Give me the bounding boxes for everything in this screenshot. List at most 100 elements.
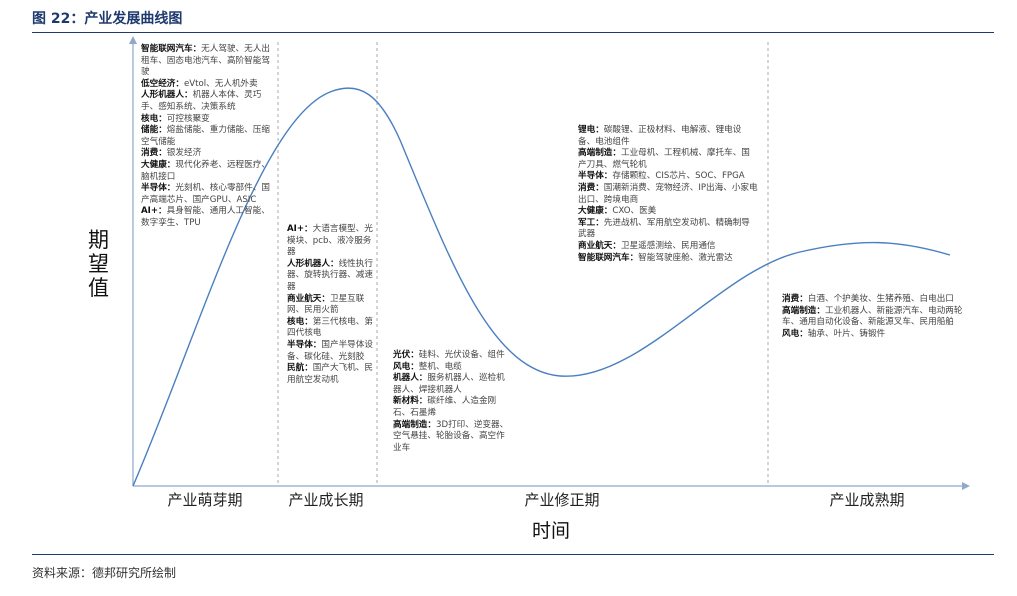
industry-entry: 高端制造：3D打印、逆变器、空气悬挂、轮胎设备、高空作业车 (393, 420, 513, 455)
industry-name: 高端制造： (393, 419, 436, 430)
industry-segments: 工业机器人、新能源汽车、电动两轮车、通用自动化设备、新能源叉车、民用船舶 (782, 305, 963, 328)
industry-entry: 高端制造：工业机器人、新能源汽车、电动两轮车、通用自动化设备、新能源叉车、民用船… (782, 306, 968, 329)
industry-segments: 机器人本体、灵巧手、感知系统、决策系统 (141, 90, 262, 112)
industry-segments: 卫星遥感测绘、民用通信 (620, 240, 716, 251)
industry-entry: 储能：熔盐储能、重力储能、压缩空气储能 (141, 125, 273, 148)
industry-segments: 大语言模型、光模块、pcb、液冷服务器 (287, 224, 373, 258)
industry-name: 消费： (782, 294, 808, 304)
industry-segments: CXO、医美 (612, 206, 657, 217)
industry-name: 核电： (287, 316, 313, 327)
industry-segments: 卫星互联网、民用火箭 (287, 293, 365, 316)
phase-label: 产业萌芽期 (167, 491, 243, 509)
industry-name: 光伏： (393, 350, 419, 360)
development-curve (132, 87, 951, 487)
industry-segments: 熔盐储能、重力储能、压缩空气储能 (141, 125, 270, 147)
text-block-mature: 消费：白酒、个护美妆、生猪养殖、白电出口 高端制造：工业机器人、新能源汽车、电动两… (782, 294, 968, 340)
industry-segments: 第三代核电、第四代核电 (287, 316, 373, 339)
y-axis-label: 期望值 (88, 228, 109, 300)
industry-name: 储能： (141, 125, 167, 136)
industry-name: 锂电： (578, 125, 604, 135)
phase-label: 产业成熟期 (829, 491, 905, 509)
industry-name: 半导体： (287, 339, 322, 350)
industry-segments: 线性执行器、旋转执行器、减速器 (287, 258, 373, 292)
industry-segments: 具身智能、通用人工智能、数字孪生、TPU (141, 206, 270, 228)
industry-segments: 白酒、个护美妆、生猪养殖、白电出口 (807, 294, 954, 304)
industry-name: 消费： (141, 148, 167, 159)
industry-segments: 国产半导体设备、碳化硅、光刻胶 (287, 339, 373, 362)
industry-entry: 新材料：碳纤维、人造金刚石、石墨烯 (393, 396, 513, 419)
industry-entry: 低空经济：eVtol、无人机外卖 (141, 79, 273, 91)
industry-entry: 商业航天：卫星互联网、民用火箭 (287, 294, 373, 317)
industry-entry: 大健康：CXO、医美 (578, 206, 758, 218)
industry-entry: 半导体：存储颗粒、CIS芯片、SOC、FPGA (578, 171, 758, 183)
industry-entry: 消费：白酒、个护美妆、生猪养殖、白电出口 (782, 294, 968, 306)
industry-entry: AI+：大语言模型、光模块、pcb、液冷服务器 (287, 224, 373, 259)
industry-entry: 核电：第三代核电、第四代核电 (287, 317, 373, 340)
source-note: 资料来源：德邦研究所绘制 (32, 566, 177, 580)
industry-name: 核电： (141, 113, 167, 124)
industry-name: 半导体： (141, 183, 176, 194)
industry-entry: 风电：轴承、叶片、铸锻件 (782, 329, 968, 341)
industry-segments: 现代化养老、远程医疗、脑机接口 (141, 159, 270, 182)
phase-label: 产业成长期 (288, 491, 364, 509)
industry-entry: 锂电：碳酸锂、正极材料、电解液、锂电设备、电池组件 (578, 125, 758, 148)
industry-name: 人形机器人： (287, 258, 339, 269)
text-block-correction: 锂电：碳酸锂、正极材料、电解液、锂电设备、电池组件 高端制造：工业母机、工程机械、… (578, 125, 758, 264)
industry-segments: 存储颗粒、CIS芯片、SOC、FPGA (612, 171, 745, 182)
industry-entry: 半导体：国产半导体设备、碳化硅、光刻胶 (287, 340, 373, 363)
top-rule (32, 32, 994, 33)
industry-entry: AI+：具身智能、通用人工智能、数字孪生、TPU (141, 206, 273, 229)
industry-entry: 高端制造：工业母机、工程机械、摩托车、国产刀具、燃气轮机 (578, 148, 758, 171)
industry-entry: 民航：国产大飞机、民用航空发动机 (287, 363, 373, 386)
phase-label: 产业修正期 (524, 491, 600, 509)
industry-segments: 先进战机、军用航空发动机、精确制导武器 (578, 217, 750, 240)
industry-name: 高端制造： (782, 305, 825, 316)
industry-entry: 机器人：服务机器人、巡检机器人、焊接机器人 (393, 373, 513, 396)
industry-name: 风电： (782, 328, 808, 339)
industry-segments: 碳纤维、人造金刚石、石墨烯 (393, 396, 497, 418)
industry-name: 机器人： (393, 373, 428, 384)
industry-segments: 整机、电缆 (418, 361, 462, 372)
industry-name: 大健康： (141, 159, 176, 170)
industry-name: 智能联网汽车： (141, 44, 202, 54)
industry-entry: 军工：先进战机、军用航空发动机、精确制导武器 (578, 218, 758, 241)
industry-name: 半导体： (578, 171, 613, 182)
industry-name: AI+： (141, 206, 167, 217)
industry-name: 高端制造： (578, 148, 621, 159)
industry-segments: 可控核聚变 (166, 113, 210, 124)
industry-name: 大健康： (578, 206, 613, 217)
industry-name: 商业航天： (578, 240, 621, 251)
industry-segments: 3D打印、逆变器、空气悬挂、轮胎设备、高空作业车 (393, 419, 509, 453)
industry-entry: 人形机器人：线性执行器、旋转执行器、减速器 (287, 259, 373, 294)
industry-name: 新材料： (393, 396, 428, 407)
x-axis-label: 时间 (532, 520, 571, 542)
industry-name: 风电： (393, 361, 419, 372)
industry-name: 智能联网汽车： (578, 252, 639, 263)
industry-entry: 光伏：硅料、光伏设备、组件 (393, 350, 513, 362)
industry-name: 人形机器人： (141, 90, 193, 101)
bottom-rule (32, 554, 994, 555)
industry-segments: eVtol、无人机外卖 (183, 78, 258, 89)
industry-entry: 核电：可控核聚变 (141, 114, 273, 126)
industry-segments: 硅料、光伏设备、组件 (418, 350, 505, 360)
x-axis-arrow-icon (962, 482, 970, 490)
industry-segments: 国产大飞机、民用航空发动机 (287, 363, 373, 385)
industry-segments: 无人驾驶、无人出租车、固态电池汽车、高阶智能驾驶 (141, 44, 270, 78)
text-block-correction-trough: 光伏：硅料、光伏设备、组件 风电：整机、电缆 机器人：服务机器人、巡检机器人、焊接机… (393, 350, 513, 454)
industry-segments: 轴承、叶片、铸锻件 (807, 328, 886, 339)
industry-entry: 消费：国潮新消费、宠物经济、IP出海、小家电出口、跨境电商 (578, 183, 758, 206)
y-axis-arrow-icon (129, 36, 137, 44)
industry-entry: 商业航天：卫星遥感测绘、民用通信 (578, 241, 758, 253)
industry-entry: 半导体：光刻机、核心零部件、国产高端芯片、国产GPU、ASIC (141, 183, 273, 206)
industry-entry: 智能联网汽车：智能驾驶座舱、激光雷达 (578, 253, 758, 265)
industry-segments: 国潮新消费、宠物经济、IP出海、小家电出口、跨境电商 (578, 182, 758, 205)
industry-segments: 服务机器人、巡检机器人、焊接机器人 (393, 373, 505, 395)
industry-entry: 消费：银发经济 (141, 148, 273, 160)
industry-entry: 人形机器人：机器人本体、灵巧手、感知系统、决策系统 (141, 90, 273, 113)
industry-segments: 光刻机、核心零部件、国产高端芯片、国产GPU、ASIC (141, 183, 270, 205)
industry-entry: 风电：整机、电缆 (393, 362, 513, 374)
text-block-growth: AI+：大语言模型、光模块、pcb、液冷服务器 人形机器人：线性执行器、旋转执行器… (287, 224, 373, 386)
industry-segments: 银发经济 (166, 148, 202, 159)
